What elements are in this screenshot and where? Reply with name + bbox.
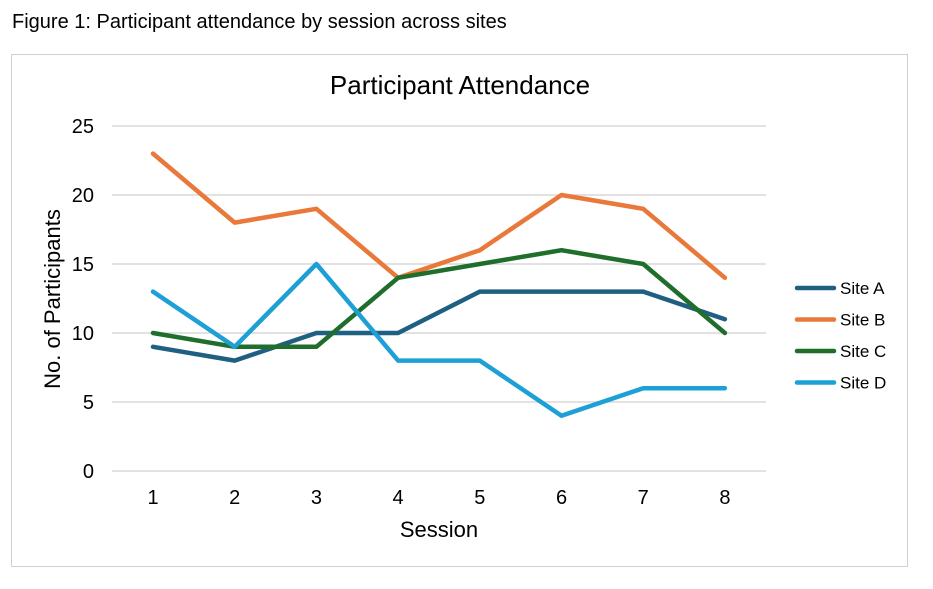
chart-frame xyxy=(11,54,908,567)
series-lines xyxy=(150,151,728,419)
x-tick-label: 3 xyxy=(311,487,322,509)
y-tick-label: 25 xyxy=(72,116,94,138)
x-tick-label: 4 xyxy=(393,487,404,509)
legend-label-site-c: Site C xyxy=(840,342,886,361)
x-tick-label: 1 xyxy=(147,487,158,509)
x-tick-label: 6 xyxy=(556,487,567,509)
series-line-site-a xyxy=(150,289,728,363)
legend-label-site-a: Site A xyxy=(840,279,885,298)
series-line-site-c xyxy=(150,247,728,350)
y-tick-label: 0 xyxy=(83,461,94,483)
legend-label-site-d: Site D xyxy=(840,374,886,393)
legend: Site A Site B Site C Site D xyxy=(794,279,886,393)
y-axis-ticks: 0 5 10 15 20 25 xyxy=(72,116,94,483)
x-tick-label: 2 xyxy=(229,487,240,509)
x-tick-label: 7 xyxy=(638,487,649,509)
figure-caption: Figure 1: Participant attendance by sess… xyxy=(12,11,507,33)
series-line-site-d xyxy=(150,261,728,419)
series-line-site-b xyxy=(150,151,728,281)
legend-label-site-b: Site B xyxy=(840,311,885,330)
x-axis-title: Session xyxy=(400,517,478,542)
x-tick-label: 5 xyxy=(474,487,485,509)
y-tick-label: 5 xyxy=(83,392,94,414)
x-axis-ticks: 1 2 3 4 5 6 7 8 xyxy=(147,487,730,509)
y-tick-label: 20 xyxy=(72,185,94,207)
y-tick-label: 15 xyxy=(72,254,94,276)
y-tick-label: 10 xyxy=(72,323,94,345)
chart-title: Participant Attendance xyxy=(330,70,590,100)
y-axis-title: No. of Participants xyxy=(40,209,65,389)
x-tick-label: 8 xyxy=(719,487,730,509)
